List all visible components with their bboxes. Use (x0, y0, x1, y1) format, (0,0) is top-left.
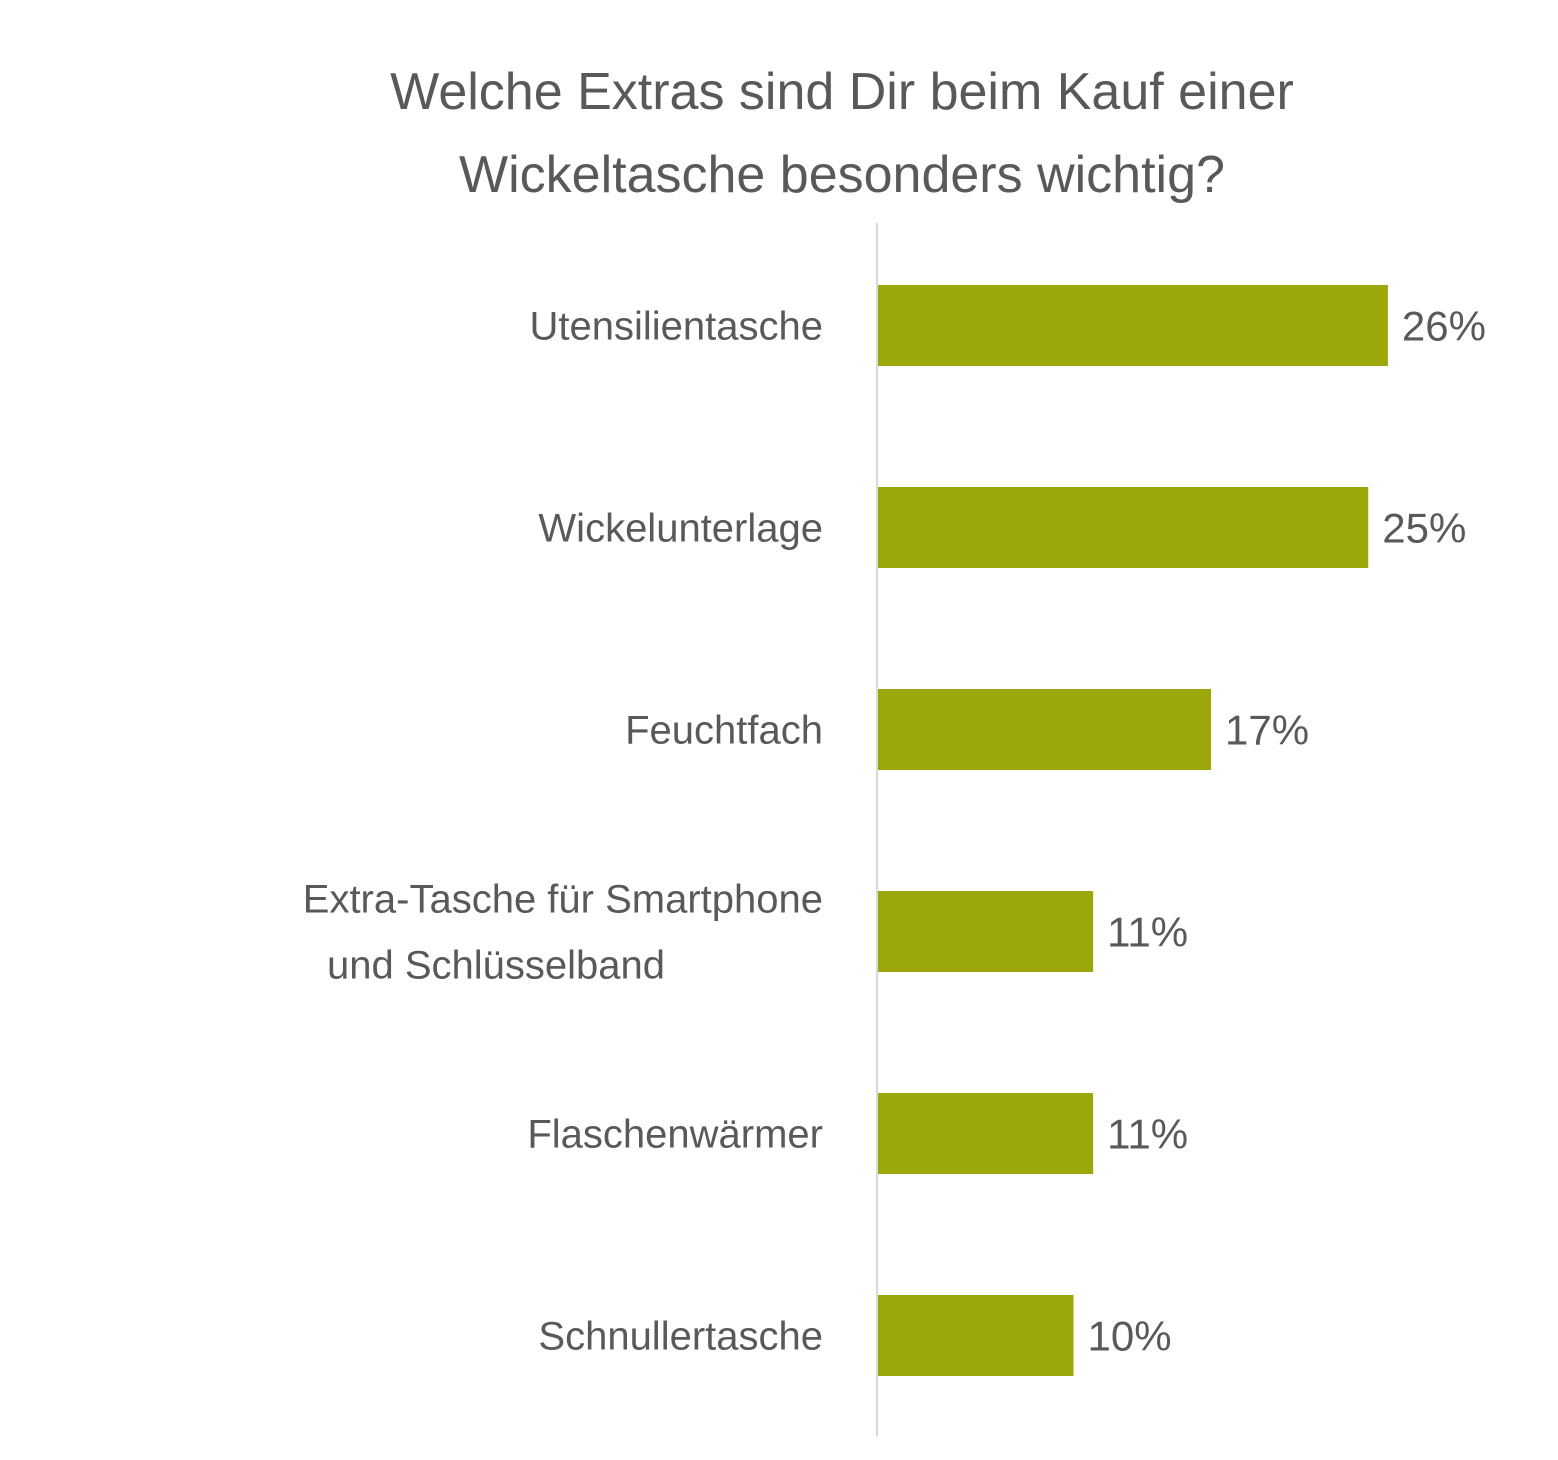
category-label: Flaschenwärmer (527, 1113, 823, 1157)
bar (877, 891, 1094, 972)
category-label: Wickelunterlage (538, 507, 823, 551)
data-label: 25% (1382, 505, 1466, 552)
data-label: 17% (1225, 707, 1309, 754)
bar (877, 285, 1388, 366)
category-label: Utensilientasche (530, 305, 824, 349)
bar (877, 1093, 1094, 1174)
category-label: Feuchtfach (625, 709, 823, 753)
category-label: Extra-Tasche für Smartphone (303, 878, 823, 922)
data-label: 10% (1088, 1313, 1172, 1360)
bar (877, 689, 1212, 770)
bar (877, 1295, 1074, 1376)
data-label: 26% (1402, 303, 1486, 350)
chart-title-line-1: Welche Extras sind Dir beim Kauf einer (390, 63, 1294, 121)
category-label: und Schlüsselband (327, 944, 665, 988)
category-label: Schnullertasche (538, 1315, 823, 1359)
bar (877, 487, 1369, 568)
data-label: 11% (1107, 1111, 1188, 1158)
chart-title-line-2: Wickeltasche besonders wichtig? (459, 146, 1225, 204)
data-label: 11% (1107, 909, 1188, 956)
